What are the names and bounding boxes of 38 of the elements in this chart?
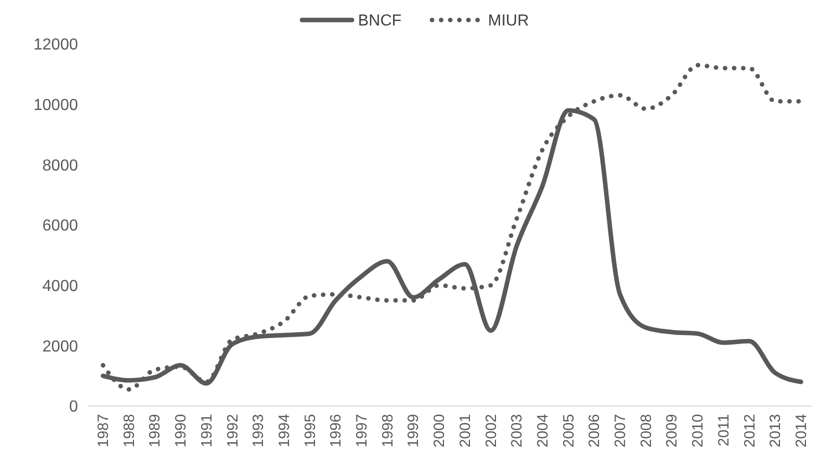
x-tick-label: 1998 <box>379 414 396 448</box>
legend-label: MIUR <box>488 12 529 30</box>
x-tick-label: 2000 <box>431 414 448 448</box>
y-tick-label: 6000 <box>42 218 78 235</box>
x-tick-label: 2008 <box>638 414 655 448</box>
x-tick-label: 2014 <box>793 414 810 448</box>
line-series <box>100 62 804 392</box>
x-tick-label: 1992 <box>224 414 242 448</box>
x-tick-label: 1994 <box>276 414 293 448</box>
y-tick-label: 8000 <box>42 157 78 174</box>
x-tick-label: 1997 <box>354 414 371 448</box>
x-tick-label: 2002 <box>482 414 500 448</box>
x-tick-label: 2005 <box>560 414 578 448</box>
x-tick-label: 2010 <box>690 414 707 448</box>
x-tick-label: 1996 <box>328 414 345 448</box>
x-tick-label: 1987 <box>95 414 112 448</box>
x-tick-label: 2004 <box>534 414 552 448</box>
x-tick-label: 1999 <box>405 414 422 448</box>
x-tick-label: 2003 <box>508 414 526 448</box>
x-tick-label: 1989 <box>146 414 164 448</box>
x-tick-label: 1995 <box>302 414 319 448</box>
x-tick-label: 2012 <box>741 414 758 448</box>
x-tick-label: 2009 <box>664 414 681 448</box>
x-tick-label: 1993 <box>250 414 268 448</box>
x-tick-label: 1988 <box>120 414 138 448</box>
x-tick-label: 2001 <box>456 414 474 448</box>
y-tick-label: 4000 <box>42 278 78 295</box>
legend-label: BNCF <box>358 12 402 30</box>
y-tick-label: 10000 <box>34 96 78 114</box>
x-tick-label: 1990 <box>172 414 190 448</box>
x-tick-label: 2006 <box>586 414 604 448</box>
x-tick-label: 1991 <box>198 414 216 448</box>
y-tick-label: 2000 <box>42 338 78 356</box>
x-tick-label: 2007 <box>612 414 630 448</box>
y-tick-label: 12000 <box>34 36 78 54</box>
x-tick-label: 2011 <box>715 414 732 446</box>
x-tick-label: 2013 <box>767 414 784 448</box>
y-tick-label: 0 <box>69 398 78 416</box>
